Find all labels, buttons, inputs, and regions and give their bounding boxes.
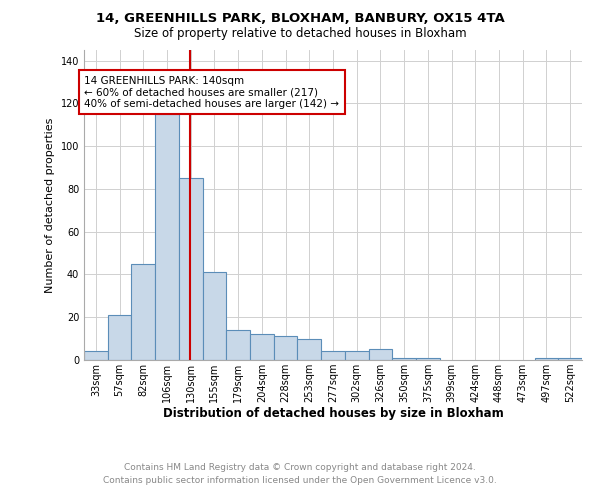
Bar [203,272,226,360]
Bar [321,352,345,360]
Bar [250,334,274,360]
Y-axis label: Number of detached properties: Number of detached properties [45,118,55,292]
Bar [416,358,440,360]
Bar [345,352,368,360]
Bar [535,358,558,360]
Bar [108,315,131,360]
Text: 14, GREENHILLS PARK, BLOXHAM, BANBURY, OX15 4TA: 14, GREENHILLS PARK, BLOXHAM, BANBURY, O… [95,12,505,26]
Text: Contains HM Land Registry data © Crown copyright and database right 2024.: Contains HM Land Registry data © Crown c… [124,462,476,471]
Text: 14 GREENHILLS PARK: 140sqm
← 60% of detached houses are smaller (217)
40% of sem: 14 GREENHILLS PARK: 140sqm ← 60% of deta… [85,76,340,109]
Bar [155,114,179,360]
Bar [84,352,108,360]
Bar [392,358,416,360]
Text: Contains public sector information licensed under the Open Government Licence v3: Contains public sector information licen… [103,476,497,485]
Bar [558,358,582,360]
Bar [131,264,155,360]
Bar [226,330,250,360]
Bar [179,178,203,360]
Text: Size of property relative to detached houses in Bloxham: Size of property relative to detached ho… [134,28,466,40]
Bar [298,338,321,360]
Bar [368,350,392,360]
Text: Distribution of detached houses by size in Bloxham: Distribution of detached houses by size … [163,408,503,420]
Bar [274,336,298,360]
